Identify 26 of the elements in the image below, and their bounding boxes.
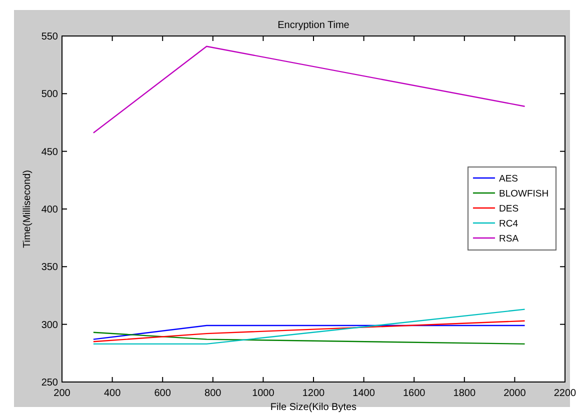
- x-tick-label: 2200: [554, 388, 577, 399]
- x-tick-label: 400: [104, 388, 122, 399]
- x-axis-title: File Size(Kilo Bytes: [270, 402, 357, 413]
- x-tick-label: 1200: [302, 388, 326, 399]
- legend-label: RSA: [499, 234, 520, 244]
- y-tick-label: 450: [41, 146, 58, 158]
- x-tick-label: 1400: [352, 388, 376, 399]
- x-tick-label: 200: [54, 388, 71, 399]
- x-tick-label: 600: [154, 388, 172, 399]
- x-tick-label: 800: [204, 388, 222, 399]
- y-tick-label: 400: [41, 204, 58, 216]
- x-tick-label: 1800: [453, 388, 476, 399]
- y-tick-label: 350: [41, 262, 58, 274]
- y-tick-label: 300: [41, 320, 58, 331]
- y-tick-label: 250: [41, 378, 58, 388]
- x-tick-label: 1000: [252, 388, 275, 399]
- legend-label: RC4: [499, 218, 518, 230]
- y-axis-title: Time(Millisecond): [22, 170, 33, 248]
- legend-label: DES: [499, 204, 519, 214]
- y-tick-label: 550: [41, 32, 58, 42]
- legend-label: BLOWFISH: [499, 188, 549, 200]
- legend-label: AES: [499, 174, 518, 184]
- chart-title: Encryption Time: [278, 20, 350, 31]
- x-tick-label: 2000: [504, 388, 526, 399]
- y-tick-label: 500: [41, 89, 58, 100]
- x-tick-label: 1600: [402, 388, 426, 399]
